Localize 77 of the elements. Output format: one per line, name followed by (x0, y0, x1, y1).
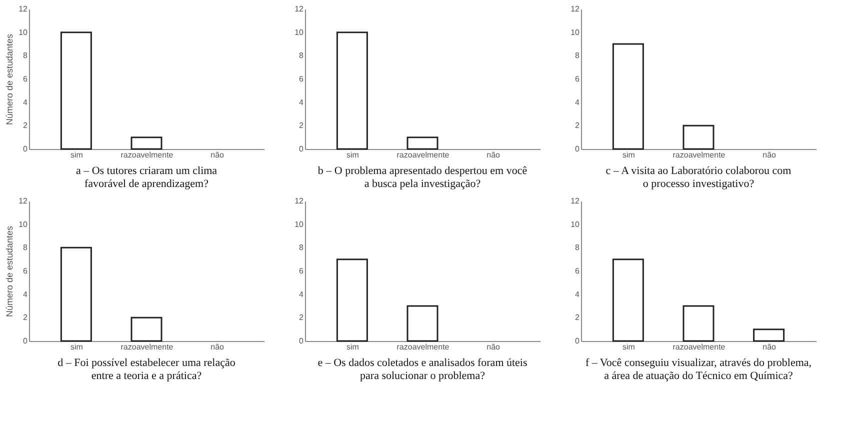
y-tick-label: 4 (575, 290, 580, 299)
y-tick-label: 6 (23, 266, 28, 276)
x-tick-label: razoavelmente (672, 342, 726, 352)
text: para solucionar o problema? (360, 370, 485, 382)
y-tick-label: 10 (570, 220, 580, 229)
y-tick-label: 10 (294, 28, 304, 37)
bar (682, 305, 714, 342)
y-tick-label: 2 (575, 121, 580, 130)
x-tick-label: razoavelmente (120, 342, 174, 352)
bar (753, 328, 785, 342)
text: a busca pela investigação? (364, 178, 481, 190)
x-tick-label: razoavelmente (396, 150, 450, 160)
y-tick-label: 8 (575, 243, 580, 252)
x-tick-label: razoavelmente (396, 342, 450, 352)
text: o processo investigativo? (642, 178, 754, 190)
y-tick-label: 10 (18, 220, 28, 229)
text: a – Os tutores criaram um clima (76, 165, 218, 177)
y-tick-label: 2 (23, 313, 28, 322)
x-tick-label: não (762, 150, 777, 160)
text: f – Você conseguiu visualizar, através do problema, (585, 357, 812, 369)
x-tick-label: não (486, 150, 501, 160)
x-tick-label: sim (622, 150, 636, 160)
y-tick-label: 10 (570, 28, 580, 37)
y-tick-label: 4 (299, 290, 304, 299)
y-tick-label: 0 (23, 144, 28, 154)
y-tick-label: 0 (299, 336, 304, 346)
y-tick-label: 10 (18, 28, 28, 37)
y-tick-label: 12 (18, 4, 28, 14)
y-tick-label: 2 (575, 313, 580, 322)
x-tick-label: não (762, 342, 777, 352)
y-tick-label: 4 (575, 98, 580, 107)
y-tick-label: 4 (23, 290, 28, 299)
y-tick-label: 6 (575, 266, 580, 276)
y-tick-label: 12 (18, 196, 28, 206)
y-tick-label: 6 (23, 74, 28, 84)
x-tick-label: não (486, 342, 501, 352)
y-tick-label: 12 (570, 196, 580, 206)
text: entre a teoria e a prática? (91, 370, 202, 382)
y-tick-label: 8 (575, 51, 580, 60)
y-tick-label: 0 (299, 144, 304, 154)
y-tick-label: 12 (294, 4, 304, 14)
y-tick-label: 0 (575, 144, 580, 154)
text: b – O problema apresentado despertou em você (318, 165, 528, 177)
y-tick-label: 2 (299, 121, 304, 130)
y-tick-label: 4 (23, 98, 28, 107)
x-tick-label: razoavelmente (120, 150, 174, 160)
y-tick-label: 8 (299, 243, 304, 252)
x-tick-label: sim (346, 150, 360, 160)
y-tick-label: 6 (299, 266, 304, 276)
x-tick-label: sim (622, 342, 636, 352)
x-tick-label: não (210, 342, 225, 352)
text: d – Foi possível estabelecer uma relação (58, 357, 236, 369)
y-tick-label: 2 (299, 313, 304, 322)
y-tick-label: 12 (294, 196, 304, 206)
y-tick-label: 8 (299, 51, 304, 60)
x-tick-label: sim (346, 342, 360, 352)
y-tick-label: 12 (570, 4, 580, 14)
text: e – Os dados coletados e analisados foram úteis (318, 357, 528, 369)
y-tick-label: 6 (299, 74, 304, 84)
text: favorável de aprendizagem? (84, 178, 208, 190)
y-tick-label: 8 (23, 51, 28, 60)
y-tick-label: 2 (23, 121, 28, 130)
y-tick-label: 8 (23, 243, 28, 252)
x-tick-label: sim (70, 150, 84, 160)
y-tick-label: 0 (575, 336, 580, 346)
text: a área de atuação do Técnico em Química? (604, 370, 793, 382)
y-axis-title: Número de estudantes (4, 225, 15, 318)
y-tick-label: 6 (575, 74, 580, 84)
y-axis-title: Número de estudantes (4, 33, 15, 126)
x-tick-label: sim (70, 342, 84, 352)
y-tick-label: 0 (23, 336, 28, 346)
x-tick-label: razoavelmente (672, 150, 726, 160)
y-tick-label: 10 (294, 220, 304, 229)
x-tick-label: não (210, 150, 225, 160)
y-tick-label: 4 (299, 98, 304, 107)
text: c – A visita ao Laboratório colaborou com (606, 165, 792, 177)
bar (612, 258, 644, 342)
